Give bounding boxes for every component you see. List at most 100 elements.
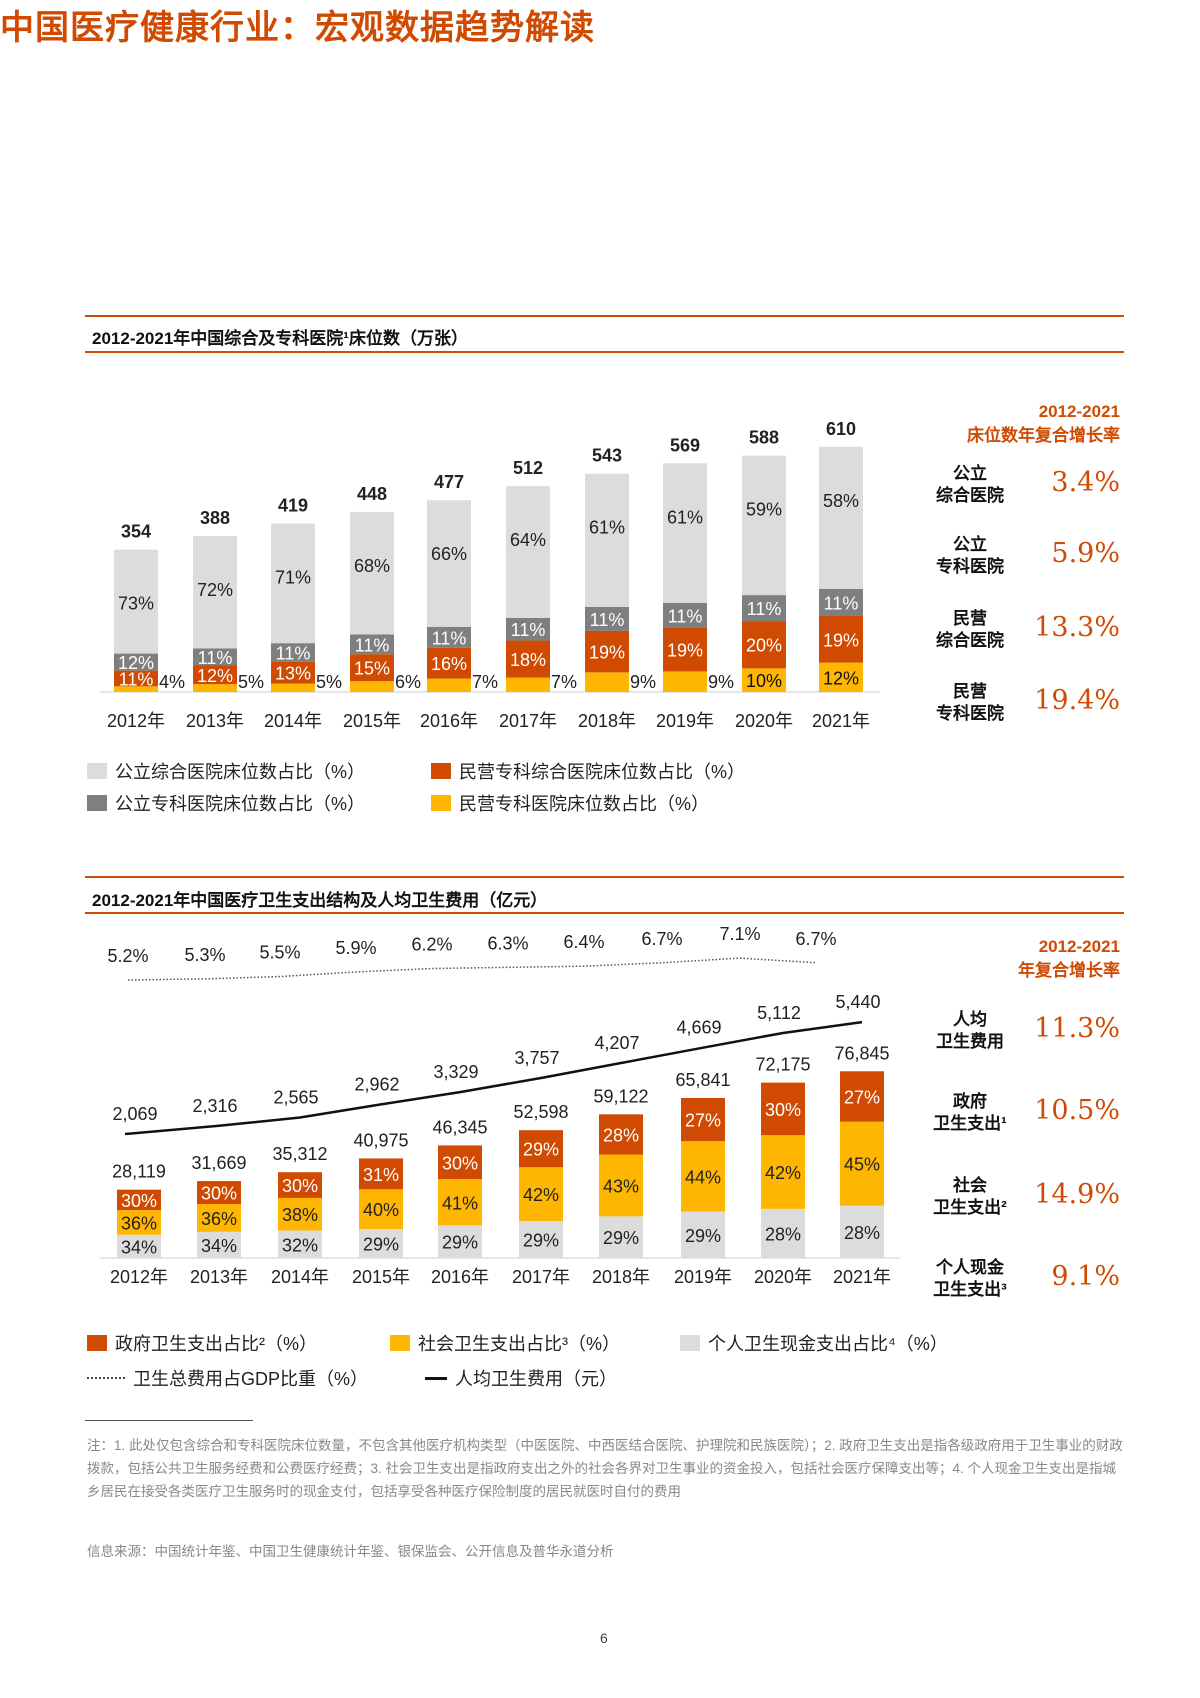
gdp-share-label: 6.2% bbox=[411, 935, 452, 955]
data-label: 29% bbox=[442, 1233, 478, 1253]
total-label: 65,841 bbox=[675, 1070, 730, 1090]
bar-segment bbox=[271, 661, 315, 684]
chart2-cagr-header: 2012-2021 年复合增长率 bbox=[1018, 935, 1120, 983]
bar-segment bbox=[193, 536, 237, 649]
per-capita-label: 2,069 bbox=[112, 1104, 157, 1124]
bar-segment bbox=[438, 1145, 482, 1180]
data-label: 11% bbox=[824, 593, 859, 613]
bar-segment bbox=[681, 1141, 725, 1212]
data-label: 29% bbox=[523, 1230, 559, 1250]
x-tick-label: 2021年 bbox=[812, 711, 870, 731]
bar-segment bbox=[840, 1121, 884, 1206]
bar-segment bbox=[117, 1234, 161, 1258]
legend-swatch bbox=[431, 795, 451, 811]
data-label: 18% bbox=[510, 650, 546, 670]
data-label: 19% bbox=[823, 630, 859, 650]
bar-segment bbox=[350, 681, 394, 692]
bar-segment bbox=[506, 486, 550, 618]
legend-personal: 个人卫生现金支出占比⁴（%） bbox=[680, 1330, 948, 1356]
legend-label: 卫生总费用占GDP比重（%） bbox=[133, 1369, 369, 1389]
bar-segment bbox=[585, 672, 629, 692]
x-tick-label: 2013年 bbox=[190, 1267, 248, 1287]
bar-segment bbox=[359, 1158, 403, 1190]
x-tick-label: 2014年 bbox=[264, 711, 322, 731]
total-label: 477 bbox=[434, 472, 464, 492]
data-label: 7% bbox=[472, 672, 498, 692]
data-label: 41% bbox=[442, 1193, 478, 1213]
data-label: 30% bbox=[201, 1184, 237, 1204]
bar-segment bbox=[663, 602, 707, 628]
gdp-share-label: 6.3% bbox=[487, 933, 528, 953]
data-label: 66% bbox=[431, 544, 467, 564]
cagr-row-label: 公立 综合医院 bbox=[936, 464, 1004, 505]
bar-segment bbox=[271, 683, 315, 692]
bar-segment bbox=[117, 1210, 161, 1235]
data-label: 36% bbox=[121, 1213, 157, 1233]
legend-per-capita: 人均卫生费用（元） bbox=[425, 1365, 617, 1391]
total-label: 40,975 bbox=[353, 1130, 408, 1150]
x-tick-label: 2020年 bbox=[735, 711, 793, 731]
data-label: 5% bbox=[316, 672, 342, 692]
total-label: 419 bbox=[278, 496, 308, 516]
legend-government: 政府卫生支出占比²（%） bbox=[87, 1330, 317, 1356]
legend-label: 公立专科医院床位数占比（%） bbox=[115, 794, 366, 814]
legend-private-general: 民营专科综合医院床位数占比（%） bbox=[431, 758, 745, 784]
legend-dotted-line bbox=[87, 1377, 125, 1379]
data-label: 43% bbox=[603, 1176, 639, 1196]
bar-segment bbox=[599, 1216, 643, 1258]
bar-segment bbox=[438, 1179, 482, 1226]
legend-label: 个人卫生现金支出占比⁴（%） bbox=[708, 1334, 948, 1354]
bar-segment bbox=[742, 595, 786, 622]
cagr-value: 9.1% bbox=[1051, 1261, 1120, 1292]
cagr-value: 3.4% bbox=[1051, 467, 1120, 498]
bar-segment bbox=[117, 1189, 161, 1211]
bar-segment bbox=[278, 1172, 322, 1198]
cagr-value: 10.5% bbox=[1034, 1095, 1120, 1126]
bar-segment bbox=[585, 473, 629, 607]
data-label: 16% bbox=[431, 654, 467, 674]
bar-segment bbox=[350, 654, 394, 682]
bar-segment bbox=[197, 1204, 241, 1232]
total-label: 569 bbox=[670, 435, 700, 455]
cagr-header-years: 2012-2021 bbox=[1038, 402, 1120, 421]
data-label: 12% bbox=[823, 668, 859, 688]
per-capita-label: 5,112 bbox=[757, 1003, 801, 1023]
x-tick-label: 2017年 bbox=[499, 711, 557, 731]
data-label: 58% bbox=[823, 491, 859, 511]
page-number: 6 bbox=[600, 1630, 608, 1646]
data-label: 13% bbox=[275, 664, 311, 684]
bar-segment bbox=[359, 1189, 403, 1230]
bar-segment bbox=[506, 617, 550, 641]
bar-segment bbox=[599, 1154, 643, 1217]
legend-swatch bbox=[87, 795, 107, 811]
data-label: 11% bbox=[668, 606, 703, 626]
total-label: 448 bbox=[357, 484, 387, 504]
bar-segment bbox=[819, 662, 863, 692]
data-label: 27% bbox=[685, 1111, 721, 1131]
total-label: 72,175 bbox=[755, 1055, 810, 1075]
legend-label: 民营专科医院床位数占比（%） bbox=[459, 794, 710, 814]
bar-segment bbox=[819, 589, 863, 616]
data-label: 12% bbox=[197, 666, 233, 686]
data-label: 30% bbox=[282, 1176, 318, 1196]
cagr-value: 19.4% bbox=[1034, 685, 1120, 716]
bar-segment bbox=[271, 523, 315, 644]
total-label: 610 bbox=[826, 419, 856, 439]
total-label: 59,122 bbox=[593, 1086, 648, 1106]
cagr-row-label: 人均 卫生费用 bbox=[936, 1010, 1004, 1051]
bar-segment bbox=[350, 634, 394, 655]
bar-segment bbox=[359, 1229, 403, 1258]
total-label: 76,845 bbox=[834, 1043, 889, 1063]
per-capita-label: 2,565 bbox=[273, 1088, 318, 1108]
divider bbox=[85, 315, 1124, 317]
bar-segment bbox=[585, 606, 629, 631]
cagr-value: 14.9% bbox=[1034, 1179, 1120, 1210]
x-tick-label: 2012年 bbox=[107, 711, 165, 731]
data-label: 61% bbox=[667, 507, 703, 527]
x-tick-label: 2021年 bbox=[833, 1267, 891, 1287]
source: 信息来源：中国统计年鉴、中国卫生健康统计年鉴、银保监会、公开信息及普华永道分析 bbox=[87, 1544, 614, 1559]
cagr-row-label: 个人现金 卫生支出³ bbox=[933, 1258, 1007, 1299]
bar-segment bbox=[599, 1114, 643, 1155]
data-label: 19% bbox=[589, 643, 625, 663]
